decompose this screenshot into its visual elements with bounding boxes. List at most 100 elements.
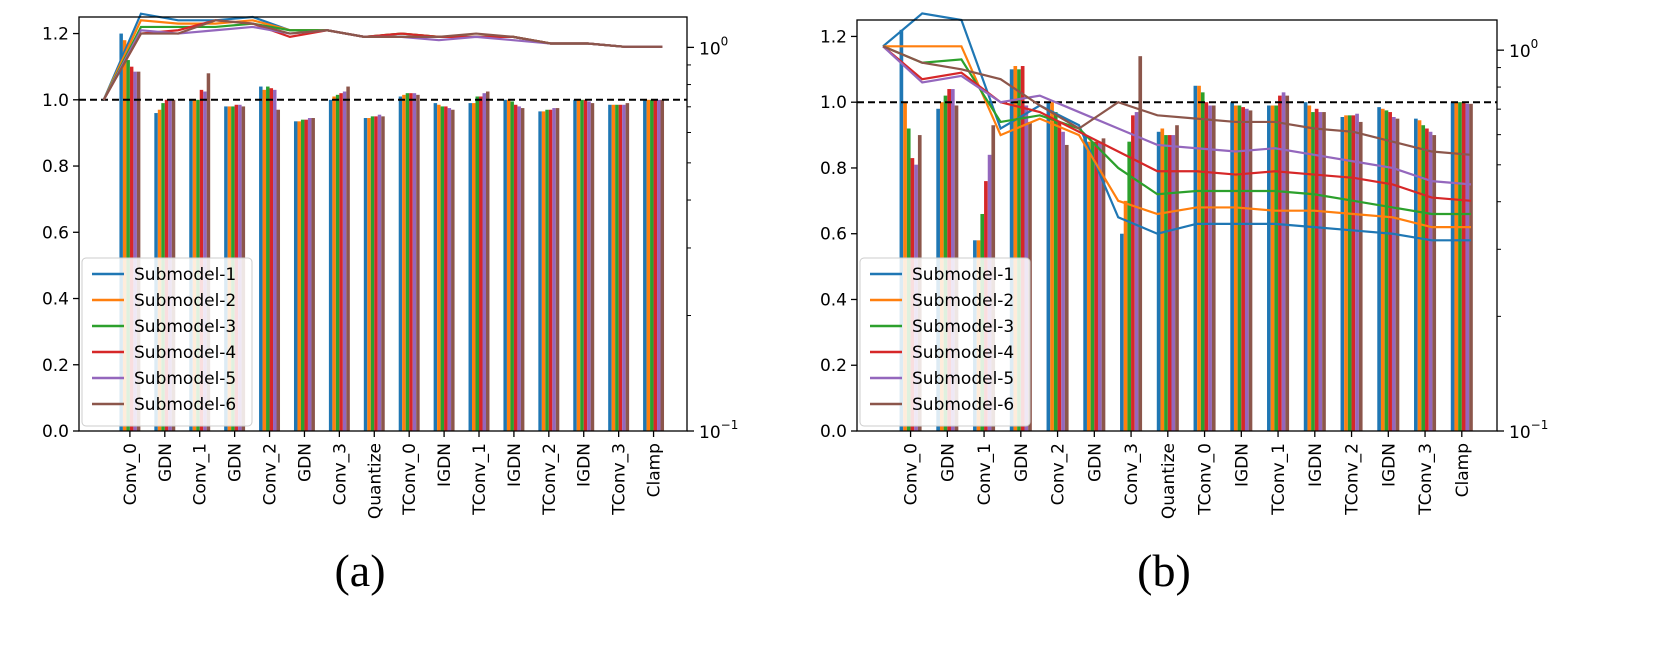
bar	[1428, 131, 1433, 432]
bar	[1358, 121, 1363, 432]
bar	[472, 103, 476, 432]
bar	[1101, 138, 1106, 431]
bar	[1160, 128, 1165, 431]
bar	[485, 91, 490, 432]
bar	[1013, 66, 1018, 431]
bar	[398, 96, 403, 432]
bar	[1156, 131, 1161, 432]
bar	[1050, 102, 1054, 431]
x-tick-label: Conv_1	[191, 443, 211, 505]
y-tick-label: 0.4	[820, 290, 847, 310]
bar	[1384, 110, 1389, 432]
bar	[1131, 115, 1135, 431]
chart-caption: (b)	[1137, 545, 1191, 596]
bar	[1465, 103, 1470, 431]
bar	[276, 109, 281, 432]
bar	[650, 99, 654, 432]
bar	[611, 104, 616, 432]
bar	[1167, 135, 1172, 431]
legend-box	[859, 257, 1031, 427]
bar	[1274, 105, 1279, 432]
bar	[1200, 92, 1205, 431]
bar	[657, 99, 661, 432]
bar	[1311, 112, 1315, 431]
bar	[576, 99, 581, 432]
legend-label: Submodel-2	[134, 291, 236, 311]
y-tick-label: 0.2	[820, 356, 847, 376]
bar	[363, 118, 368, 432]
x-tick-label: TConv_0	[1196, 443, 1216, 516]
bar	[122, 40, 127, 432]
x-tick-label: TConv_2	[1343, 443, 1363, 516]
bar	[1248, 110, 1253, 432]
bar	[1083, 135, 1087, 431]
bar	[1417, 120, 1422, 431]
x-tick-label: Clamp	[1453, 443, 1473, 497]
axes-frame	[78, 16, 688, 432]
bar	[1046, 102, 1051, 431]
bar	[1241, 107, 1245, 431]
bar	[1204, 102, 1209, 431]
legend-label: Submodel-2	[912, 291, 1014, 311]
bar	[506, 99, 511, 432]
bar	[304, 119, 308, 432]
x-tick-label: GDN	[1012, 443, 1032, 482]
x-tick-label: Conv_1	[975, 443, 995, 505]
bar	[346, 86, 350, 432]
series-line	[882, 45, 1472, 186]
bar	[1351, 115, 1356, 431]
bar	[545, 109, 549, 432]
x-tick-label: TConv_2	[540, 443, 560, 516]
bar	[608, 104, 612, 432]
legend-label: Submodel-5	[134, 369, 236, 389]
bar	[1164, 135, 1168, 431]
bar	[1120, 233, 1124, 431]
bar	[1355, 113, 1359, 432]
bar	[1340, 117, 1345, 431]
bar	[332, 96, 336, 432]
bar	[269, 88, 274, 432]
bar	[1123, 200, 1128, 431]
bar	[311, 118, 315, 432]
chart-b: 0.0 0.2 0.4 0.6 0.8 1.0 1.2 100 10−1 Conv_0 GDN Con…	[820, 12, 1548, 596]
bar	[1391, 117, 1396, 431]
bar	[136, 71, 141, 432]
legend-box	[81, 257, 253, 427]
bar	[1388, 112, 1392, 431]
bar	[1061, 131, 1065, 432]
x-tick-label: GDN	[226, 443, 246, 482]
x-tick-label: TConv_0	[400, 443, 420, 516]
bar	[1281, 92, 1286, 431]
bar	[1244, 108, 1249, 431]
x-tick-label: IGDN	[1379, 443, 1399, 487]
x-tick-label: TConv_3	[610, 443, 630, 516]
legend-label: Submodel-1	[912, 265, 1014, 285]
x-tick-label: TConv_3	[1416, 443, 1436, 516]
bar	[402, 94, 406, 431]
bar	[409, 93, 413, 432]
bar	[339, 93, 343, 432]
bar	[1208, 105, 1212, 432]
bar	[1197, 85, 1201, 431]
y-tick-label: 0.4	[42, 290, 69, 310]
bar	[377, 114, 382, 431]
bar	[1134, 112, 1139, 431]
y-tick-label: 0.6	[820, 225, 847, 245]
bar	[646, 99, 651, 432]
bar	[1057, 121, 1062, 432]
x-tick-label: TConv_1	[1269, 443, 1289, 516]
bar	[580, 99, 584, 432]
bar	[482, 93, 486, 432]
bar	[1347, 115, 1352, 431]
legend-label: Submodel-4	[134, 343, 236, 363]
bar	[273, 89, 277, 432]
bar	[1267, 105, 1271, 432]
x-tick-label: GDN	[1085, 443, 1105, 482]
y2-tick-label: 10−1	[699, 418, 738, 443]
y2-tick-label: 10−1	[1509, 418, 1548, 443]
bar	[1053, 112, 1058, 431]
bar	[259, 86, 263, 432]
bar	[1097, 141, 1102, 431]
bar	[1017, 69, 1021, 431]
bar	[1344, 115, 1348, 431]
